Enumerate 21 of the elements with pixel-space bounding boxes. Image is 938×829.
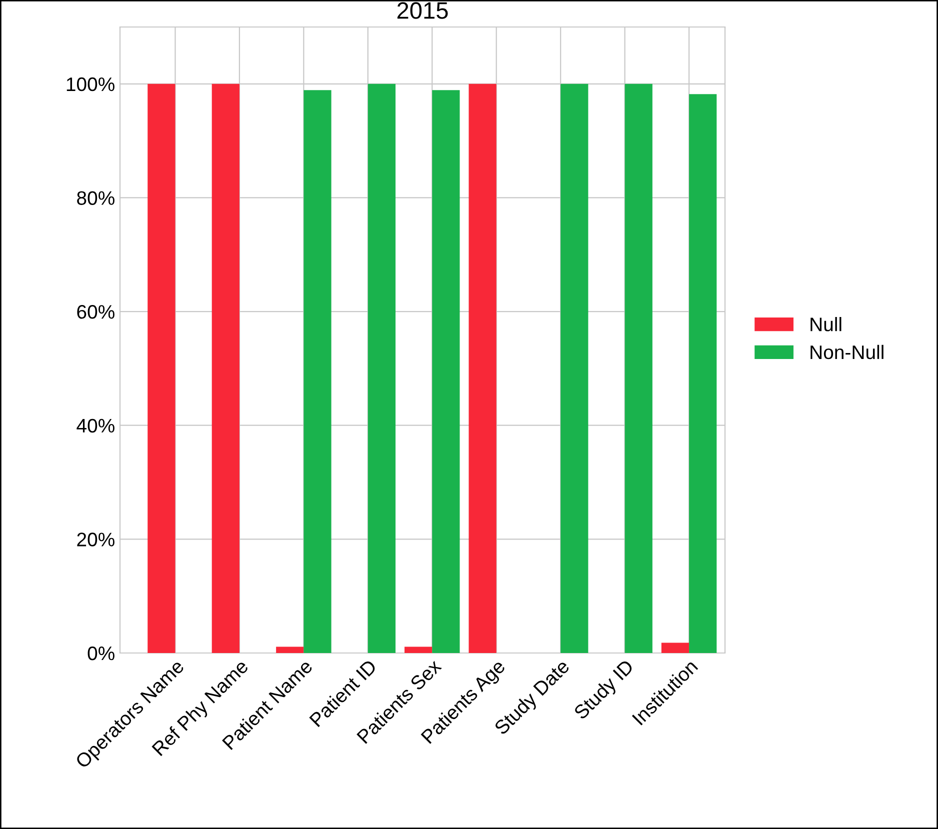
bar: [624, 84, 652, 653]
bar: [468, 84, 496, 653]
bar: [276, 646, 304, 653]
y-tick-label: 100%: [66, 77, 114, 92]
chart-title: 2015: [397, 2, 448, 19]
y-tick-label: 20%: [77, 532, 114, 546]
y-tick-label: 40%: [76, 418, 114, 433]
bar: [689, 94, 717, 653]
bar: [432, 90, 460, 653]
bar: [404, 646, 432, 653]
bar: [368, 84, 396, 653]
y-tick-label: 0%: [88, 646, 114, 660]
legend-label: Null: [810, 317, 842, 332]
y-tick-label: 60%: [77, 305, 114, 319]
legend-label: Non-Null: [810, 344, 884, 360]
bar: [661, 642, 690, 653]
bar: [304, 90, 332, 653]
bar: [212, 84, 240, 653]
y-tick-label: 80%: [77, 191, 114, 205]
bar: [560, 84, 588, 653]
bar: [148, 84, 176, 653]
